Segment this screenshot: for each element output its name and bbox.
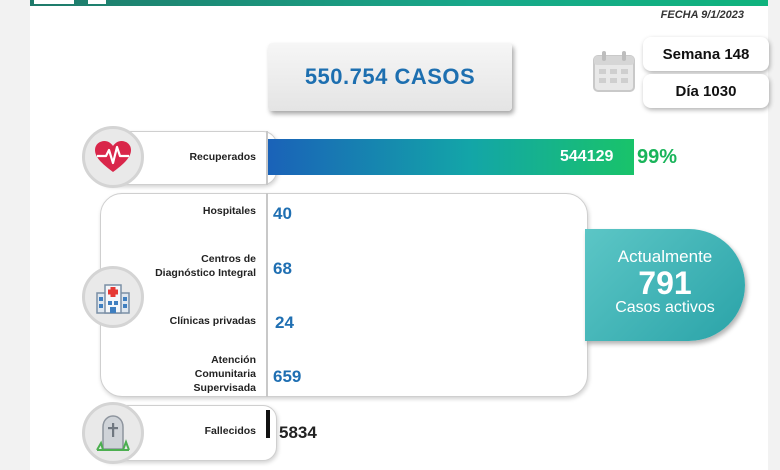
hospital-icon — [82, 266, 144, 328]
clinicas-value: 24 — [275, 313, 294, 332]
day-counter: Día 1030 — [643, 74, 769, 108]
clinicas-label: Clínicas privadas — [169, 315, 256, 327]
deceased-label: Fallecidos — [204, 425, 256, 437]
recovered-bar — [268, 139, 634, 175]
top-banner — [30, 0, 768, 6]
total-cases: 550.754 CASOS — [268, 43, 512, 111]
acs-label: Atención Comunitaria Supervisada — [193, 354, 256, 394]
facilities-panel — [100, 193, 588, 397]
tombstone-icon — [82, 402, 144, 464]
banner-decoration — [88, 0, 106, 4]
recovered-value: 544129 — [560, 148, 614, 165]
active-cases-prefix: Actualmente — [617, 247, 713, 266]
recovered-label: Recuperados — [189, 151, 256, 163]
heart-pulse-icon — [82, 126, 144, 188]
report-date: FECHA 9/1/2023 — [660, 9, 744, 21]
hospitales-label: Hospitales — [202, 205, 256, 217]
hospitales-value: 40 — [273, 204, 292, 223]
week-counter: Semana 148 — [643, 37, 769, 71]
calendar-icon — [591, 48, 637, 94]
active-cases-suffix: Casos activos — [615, 299, 715, 316]
cdi-value: 68 — [273, 259, 292, 278]
deceased-value: 5834 — [279, 423, 317, 442]
acs-value: 659 — [273, 367, 302, 386]
divider — [266, 131, 268, 185]
divider — [266, 193, 268, 397]
active-cases-number: 791 — [638, 265, 692, 301]
banner-decoration — [34, 0, 74, 4]
deceased-marker — [266, 410, 270, 438]
recovered-percent: 99% — [637, 146, 678, 168]
cdi-label: Centros de Diagnóstico Integral — [155, 253, 256, 279]
active-cases-badge: Actualmente 791 Casos activos — [585, 229, 745, 341]
